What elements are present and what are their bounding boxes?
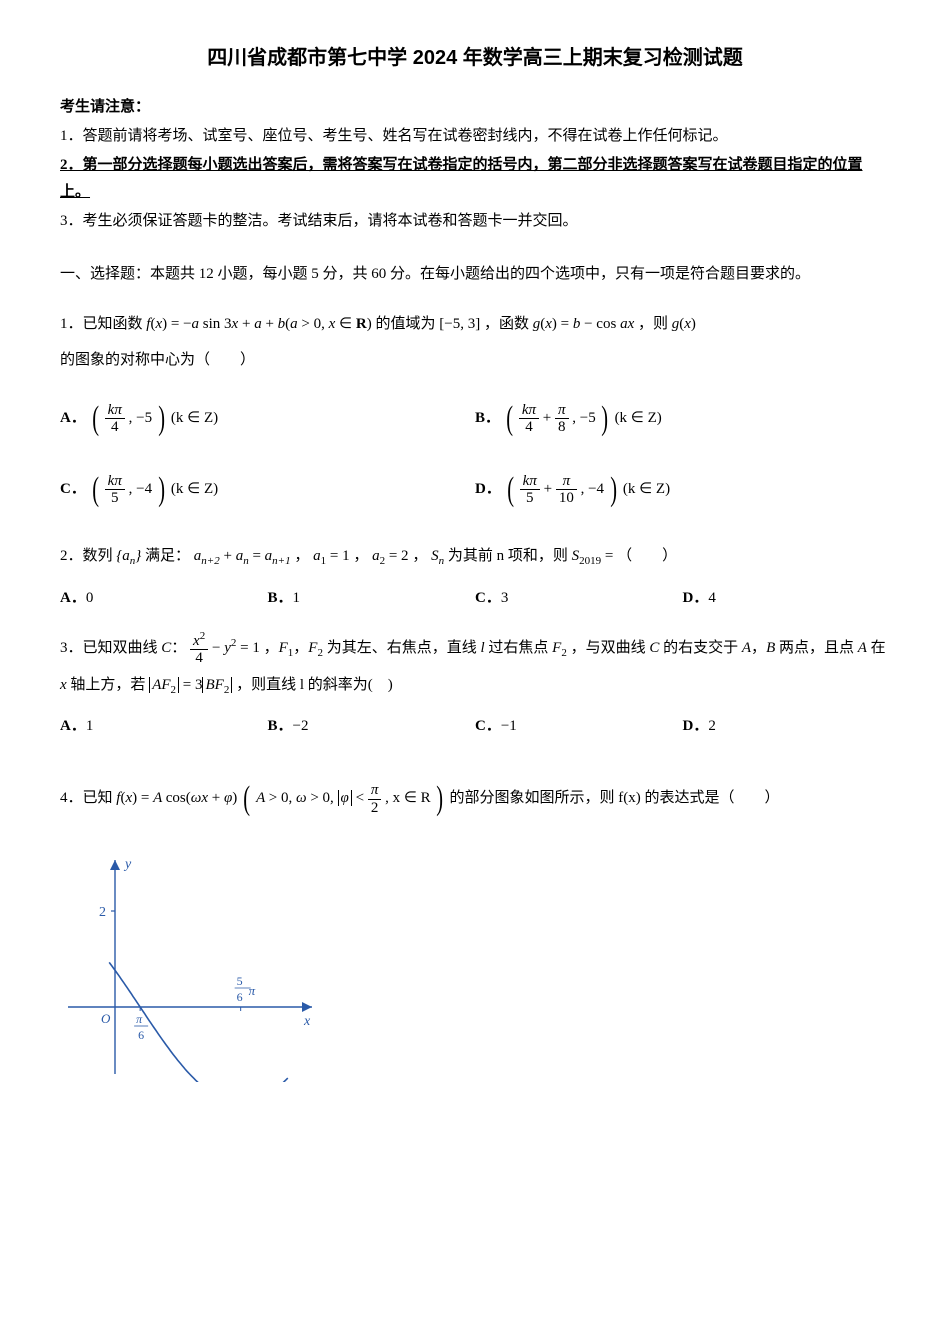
- question-2: 2．数列 {an} 满足： an+2 + an = an+1 ， a1 = 1 …: [60, 538, 890, 574]
- q1-gx: g(x) = b − cos ax: [533, 316, 635, 332]
- label-c: C．: [60, 481, 86, 497]
- q1-gx2: g(x): [672, 316, 696, 332]
- notice-2-text: 2．第一部分选择题每小题选出答案后，需将答案写在试卷指定的括号内，第二部分非选择…: [60, 157, 863, 200]
- q2-option-a: A．0: [60, 585, 268, 612]
- q1-option-c: C． ( kπ5 , −4 ) (k ∈ Z): [60, 459, 475, 520]
- question-3: 3．已知双曲线 C： x24 − y2 = 1 ，F1，F2 为其左、右焦点，直…: [60, 630, 890, 703]
- q3-options: A．1 B．−2 C．−1 D．2: [60, 713, 890, 740]
- notice-1: 1．答题前请将考场、试室号、座位号、考生号、姓名写在试卷密封线内，不得在试卷上作…: [60, 123, 890, 150]
- label-b: B．: [475, 410, 500, 426]
- q1-options-row-2: C． ( kπ5 , −4 ) (k ∈ Z) D． ( kπ5 + π10 ,…: [60, 459, 890, 520]
- question-1: 1．已知函数 f(x) = −a sin 3x + a + b(a > 0, x…: [60, 306, 890, 378]
- page-title: 四川省成都市第七中学 2024 年数学高三上期末复习检测试题: [60, 40, 890, 76]
- svg-text:π: π: [249, 983, 256, 998]
- q1-mid3: ，则: [638, 316, 672, 332]
- q2-option-d: D．4: [683, 585, 891, 612]
- q1-tail: 的图象的对称中心为（ ）: [60, 352, 255, 368]
- svg-text:5: 5: [237, 974, 243, 988]
- q1-fx: f(x) = −a sin 3x + a + b(a > 0, x ∈ R): [146, 316, 371, 332]
- label-d: D．: [475, 481, 501, 497]
- svg-text:π: π: [136, 1012, 143, 1026]
- label-a: A．: [60, 410, 86, 426]
- q3-option-a: A．1: [60, 713, 268, 740]
- svg-text:2: 2: [99, 905, 106, 920]
- q1-option-a: A． ( kπ4 , −5 ) (k ∈ Z): [60, 388, 475, 449]
- q3-option-c: C．−1: [475, 713, 683, 740]
- svg-text:6: 6: [138, 1028, 144, 1042]
- svg-text:6: 6: [237, 990, 243, 1004]
- svg-text:O: O: [101, 1011, 111, 1026]
- q2-options: A．0 B．1 C．3 D．4: [60, 585, 890, 612]
- cosine-graph: 2Oxyπ656π: [60, 852, 320, 1082]
- q2-option-b: B．1: [268, 585, 476, 612]
- q3-option-d: D．2: [683, 713, 891, 740]
- svg-text:x: x: [303, 1014, 311, 1029]
- q1-option-d: D． ( kπ5 + π10 , −4 ) (k ∈ Z): [475, 459, 890, 520]
- q1-mid2: ，函数: [484, 316, 533, 332]
- svg-text:y: y: [123, 857, 132, 872]
- notice-3: 3．考生必须保证答题卡的整洁。考试结束后，请将本试卷和答题卡一并交回。: [60, 208, 890, 235]
- q1-option-b: B． ( kπ4 + π8 , −5 ) (k ∈ Z): [475, 388, 890, 449]
- q1-options-row-1: A． ( kπ4 , −5 ) (k ∈ Z) B． ( kπ4 + π8 , …: [60, 388, 890, 449]
- q2-option-c: C．3: [475, 585, 683, 612]
- q1-prefix: 1．已知函数: [60, 316, 146, 332]
- q3-option-b: B．−2: [268, 713, 476, 740]
- notice-2: 2．第一部分选择题每小题选出答案后，需将答案写在试卷指定的括号内，第二部分非选择…: [60, 152, 890, 206]
- question-4: 4．已知 f(x) = A cos(ωx + φ) ( A > 0, ω > 0…: [60, 758, 890, 840]
- q4-graph: 2Oxyπ656π: [60, 852, 890, 1082]
- section-1-title: 一、选择题：本题共 12 小题，每小题 5 分，共 60 分。在每小题给出的四个…: [60, 261, 890, 288]
- q1-mid1: 的值域为: [375, 316, 439, 332]
- q1-range: [−5, 3]: [439, 316, 480, 332]
- notice-header: 考生请注意：: [60, 94, 890, 121]
